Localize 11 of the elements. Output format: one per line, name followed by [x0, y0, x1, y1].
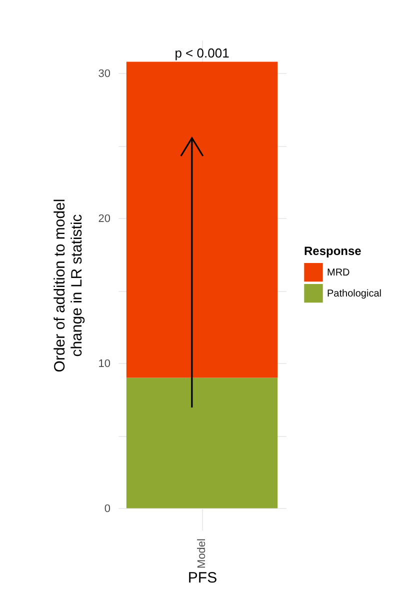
y-tick-label: 0 — [104, 502, 110, 515]
legend-label: Pathological — [327, 288, 382, 300]
x-tick-label: Model — [196, 538, 208, 568]
y-tick-label: 10 — [98, 358, 110, 370]
y-tick-label: 20 — [98, 212, 110, 225]
annotation: p < 0.001 — [174, 46, 230, 61]
x-axis-title: PFS — [188, 569, 218, 586]
y-axis-title: Order of addition to model change in LR statistic — [51, 198, 86, 372]
y-tick-label: 30 — [98, 68, 110, 80]
legend-title: Response — [304, 244, 362, 258]
legend-label: MRD — [327, 267, 350, 278]
